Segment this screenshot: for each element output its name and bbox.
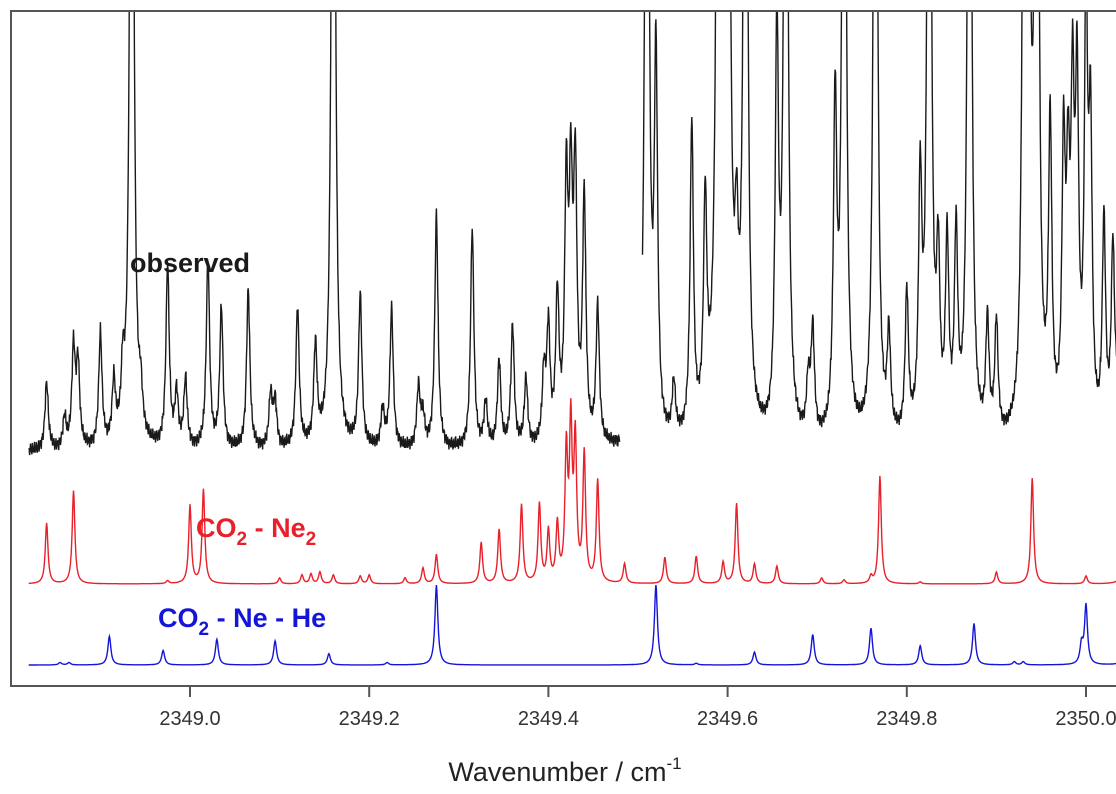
- x-axis-ticks: 2349.0 2349.2 2349.4 2349.6 2349.8 2350.0: [159, 686, 1116, 730]
- x-tick-label: 2349.4: [518, 708, 579, 730]
- co2-ne-he-trace: [28, 584, 1116, 666]
- plot-frame: [10, 10, 1116, 687]
- co2-ne-he-label: CO2 - Ne - He: [158, 603, 326, 640]
- x-tick-label: 2349.6: [697, 708, 758, 730]
- x-tick-label: 2350.0: [1055, 708, 1116, 730]
- x-tick-label: 2349.0: [159, 708, 220, 730]
- co2-ne2-label: CO2 - Ne2: [196, 513, 316, 550]
- x-tick-label: 2349.2: [339, 708, 400, 730]
- observed-label: observed: [130, 248, 250, 278]
- observed-trace: [28, 12, 1116, 456]
- x-tick-label: 2349.8: [876, 708, 937, 730]
- x-axis-title: Wavenumber / cm-1: [448, 754, 681, 787]
- co2-ne2-trace: [28, 398, 1116, 585]
